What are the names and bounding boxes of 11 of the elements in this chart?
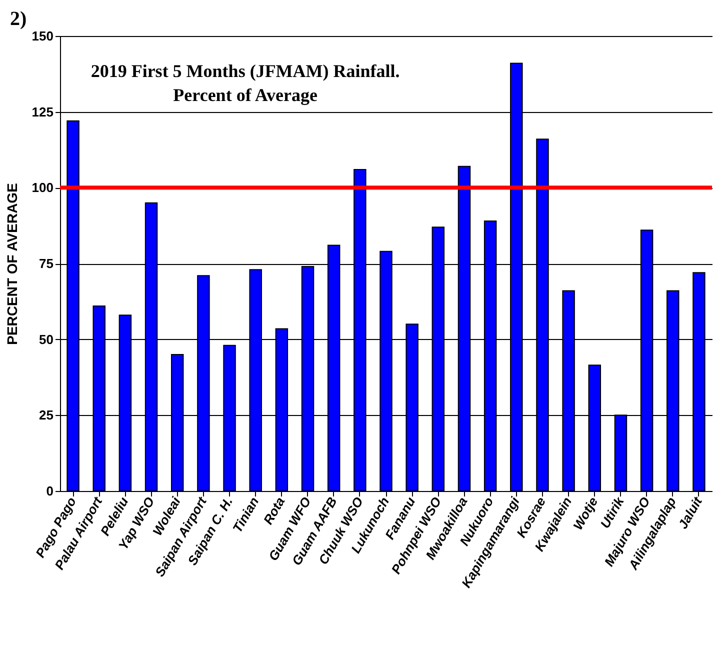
y-tick-label: 0 (46, 484, 54, 498)
y-tick-label: 75 (39, 256, 54, 271)
text: 2019 First 5 Months (JFMAM) Rainfall. (90, 61, 400, 81)
y-axis-title: PERCENT OF AVERAGE (4, 183, 20, 345)
y-tick-label: 25 (39, 408, 54, 423)
y-tick-label: 50 (39, 332, 54, 347)
y-tick-label: 100 (32, 180, 54, 196)
text: Percent of Average (173, 85, 318, 105)
text: 2) (10, 8, 27, 31)
y-tick-label: 125 (32, 104, 54, 120)
y-tick-label: 150 (32, 28, 54, 44)
